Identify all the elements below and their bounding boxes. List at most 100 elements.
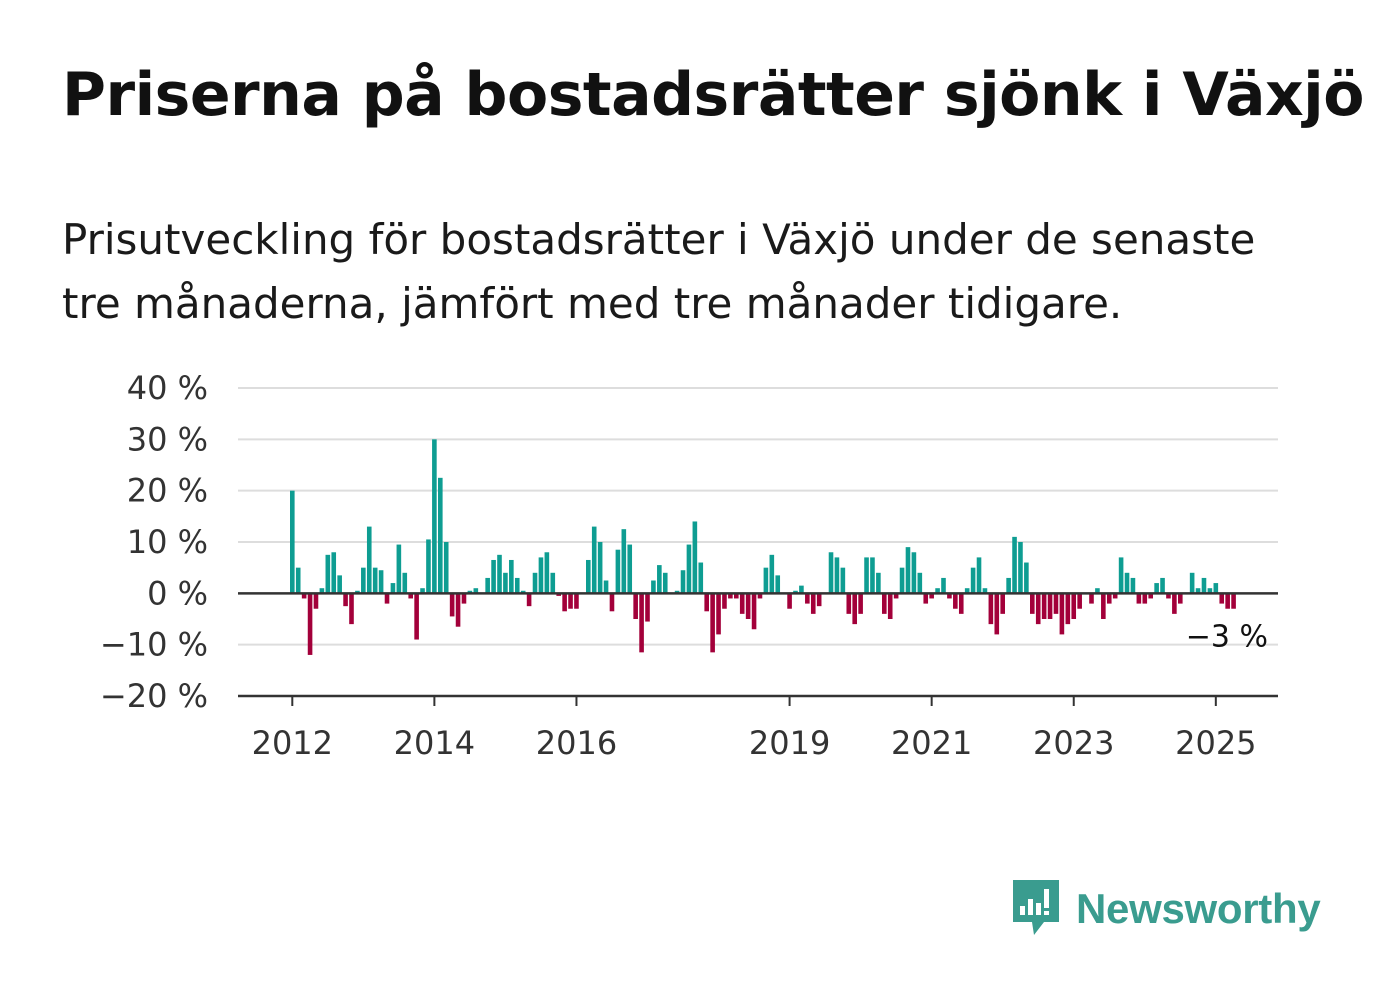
bar bbox=[799, 585, 804, 594]
bars bbox=[290, 439, 1236, 655]
bar bbox=[520, 590, 526, 594]
bar bbox=[1006, 577, 1011, 594]
bar bbox=[680, 570, 686, 594]
bar bbox=[858, 593, 863, 614]
bar bbox=[1112, 593, 1118, 599]
bar bbox=[988, 593, 994, 625]
bar bbox=[556, 593, 561, 596]
bar bbox=[911, 552, 917, 594]
bar bbox=[876, 572, 881, 594]
bar bbox=[893, 593, 899, 599]
bar bbox=[1160, 577, 1165, 594]
chart-subtitle: Prisutveckling för bostadsrätter i Växjö… bbox=[62, 215, 1256, 328]
bar bbox=[757, 593, 763, 599]
bar bbox=[538, 557, 544, 594]
bar bbox=[337, 575, 342, 594]
bar bbox=[662, 572, 668, 594]
bar bbox=[390, 583, 396, 594]
bar bbox=[509, 559, 514, 594]
x-tick-label: 2012 bbox=[252, 724, 333, 762]
bar bbox=[591, 526, 597, 594]
bar bbox=[704, 593, 709, 612]
bar bbox=[686, 544, 692, 594]
bar bbox=[485, 577, 490, 594]
bar bbox=[562, 593, 567, 612]
x-tick-label: 2014 bbox=[394, 724, 475, 762]
x-tick-label: 2016 bbox=[536, 724, 617, 762]
bar bbox=[1124, 572, 1130, 594]
bar bbox=[372, 567, 378, 594]
bar bbox=[574, 593, 579, 609]
bar bbox=[834, 557, 840, 594]
bar bbox=[958, 593, 964, 614]
bar bbox=[840, 567, 846, 594]
bar bbox=[438, 477, 443, 594]
bar bbox=[953, 593, 958, 609]
bar bbox=[396, 544, 402, 594]
bar bbox=[698, 562, 704, 594]
bar bbox=[1118, 557, 1124, 594]
bar bbox=[769, 554, 775, 594]
newsworthy-logo-icon bbox=[1013, 880, 1059, 935]
bar bbox=[290, 490, 295, 594]
bar bbox=[739, 593, 745, 614]
bar bbox=[970, 567, 976, 594]
bar bbox=[722, 593, 727, 609]
x-tick-label: 2025 bbox=[1175, 724, 1256, 762]
bar bbox=[994, 593, 1000, 635]
bar bbox=[1148, 593, 1153, 599]
bar bbox=[307, 593, 313, 655]
bar bbox=[1178, 593, 1183, 604]
bar bbox=[923, 593, 929, 604]
bar bbox=[1018, 542, 1023, 594]
bar bbox=[384, 593, 390, 604]
bar bbox=[1065, 593, 1071, 625]
bar bbox=[349, 593, 354, 625]
bar bbox=[1201, 577, 1207, 594]
bar bbox=[964, 588, 970, 594]
bar bbox=[941, 577, 946, 594]
bar bbox=[1077, 593, 1082, 609]
bar bbox=[603, 580, 609, 594]
bar bbox=[514, 577, 520, 594]
bar bbox=[917, 572, 923, 594]
bar bbox=[621, 529, 627, 594]
bar bbox=[1219, 593, 1225, 604]
bar bbox=[852, 593, 857, 625]
bar bbox=[1207, 588, 1213, 594]
bar bbox=[497, 554, 502, 594]
bar bbox=[426, 539, 431, 594]
bar bbox=[586, 559, 591, 594]
bar bbox=[775, 575, 781, 594]
bar bbox=[982, 588, 988, 594]
bar bbox=[935, 588, 940, 594]
bar bbox=[793, 590, 798, 594]
bar bbox=[1195, 588, 1201, 594]
bar bbox=[887, 593, 893, 619]
bar bbox=[313, 593, 319, 609]
bar bbox=[870, 557, 875, 594]
bar bbox=[301, 593, 307, 599]
y-tick-label: −10 % bbox=[100, 626, 208, 664]
brand-logo: Newsworthy bbox=[1010, 878, 1321, 940]
bar bbox=[295, 567, 301, 594]
bar bbox=[544, 552, 550, 594]
bar bbox=[716, 593, 721, 635]
bar bbox=[734, 593, 739, 599]
bar bbox=[432, 439, 437, 594]
y-tick-label: −20 % bbox=[100, 677, 208, 715]
bar bbox=[319, 588, 325, 594]
bar bbox=[947, 593, 952, 599]
bar bbox=[1059, 593, 1065, 635]
bar bbox=[378, 570, 384, 594]
x-tick-label: 2021 bbox=[891, 724, 972, 762]
bar bbox=[674, 590, 680, 594]
bar bbox=[568, 593, 573, 609]
bar bbox=[526, 593, 532, 607]
bar bbox=[1142, 593, 1148, 604]
bar bbox=[366, 526, 372, 594]
bar bbox=[882, 593, 887, 614]
bar bbox=[532, 572, 538, 594]
y-tick-label: 40 % bbox=[127, 369, 208, 407]
bar bbox=[745, 593, 751, 619]
